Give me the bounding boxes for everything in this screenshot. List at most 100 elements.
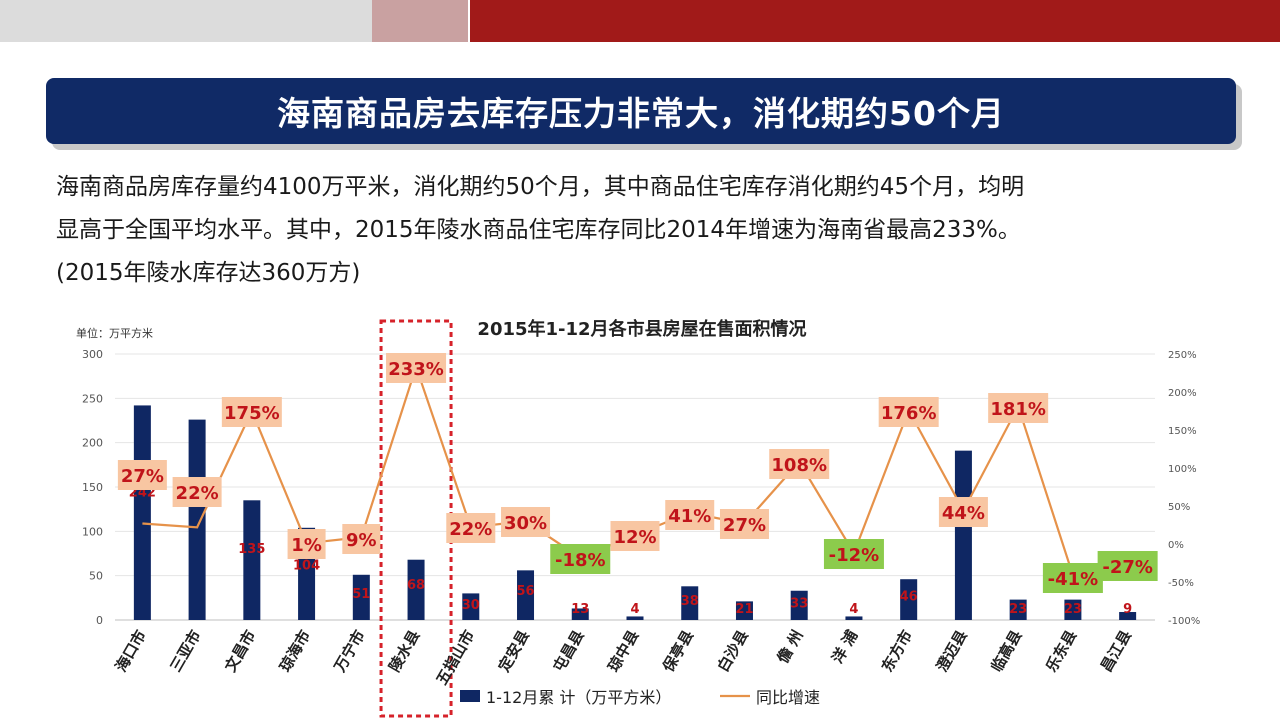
- top-bar-red: [470, 0, 1280, 42]
- bar: [133, 405, 151, 620]
- growth-value-label: 30%: [504, 513, 547, 534]
- bar: [352, 574, 370, 620]
- bar-value-label: 4: [849, 602, 858, 617]
- growth-value-label: 27%: [723, 515, 766, 536]
- growth-value-label: -41%: [1048, 569, 1099, 590]
- growth-label-box: [117, 460, 167, 490]
- growth-label-box: [823, 539, 884, 569]
- growth-label-box: [221, 397, 282, 427]
- growth-label-box: [446, 513, 496, 543]
- left-tick-label: 150: [82, 481, 103, 494]
- summary-paragraph: 海南商品房库存量约4100万平米，消化期约50个月，其中商品住宅库存消化期约45…: [56, 166, 1236, 295]
- paragraph-line-1: 海南商品房库存量约4100万平米，消化期约50个月，其中商品住宅库存消化期约45…: [56, 174, 1025, 200]
- growth-value-label: -12%: [829, 545, 880, 566]
- legend: 1-12月累 计（万平方米） 同比增速: [460, 688, 820, 707]
- bar: [626, 616, 644, 620]
- legend-bar-swatch: [460, 690, 480, 702]
- left-tick-label: 250: [82, 392, 103, 405]
- growth-value-label: 233%: [388, 359, 444, 380]
- growth-value-label: 176%: [881, 403, 937, 424]
- growth-label-box: [386, 353, 447, 383]
- bar: [517, 570, 535, 620]
- right-axis-ticks: -100% -50% 0% 50% 100% 150% 200% 250%: [1168, 350, 1200, 627]
- growth-value-label: 27%: [121, 466, 164, 487]
- bar: [954, 450, 972, 620]
- bar: [845, 616, 863, 620]
- left-tick-label: 50: [89, 570, 103, 583]
- bar: [681, 586, 699, 620]
- bar-value-label: 23: [1064, 602, 1082, 617]
- paragraph-line-3: (2015年陵水库存达360万方): [56, 260, 361, 286]
- bar-value-label: 135: [238, 542, 265, 557]
- bar: [1064, 599, 1082, 620]
- unit-label: 单位：万平方米: [76, 326, 153, 340]
- growth-value-label: 22%: [176, 483, 219, 504]
- chart-title: 2015年1-12月各市县房屋在售面积情况: [477, 318, 806, 340]
- growth-value-label: 41%: [668, 506, 711, 527]
- right-tick-label: 200%: [1168, 388, 1197, 399]
- right-tick-label: 150%: [1168, 426, 1197, 437]
- growth-label-box: [769, 449, 830, 479]
- bar: [735, 601, 753, 620]
- bar-value-label: 9: [1123, 602, 1132, 617]
- legend-bar-label: 1-12月累 计（万平方米）: [486, 688, 671, 707]
- growth-label-box: [988, 393, 1049, 423]
- bar: [571, 608, 589, 620]
- growth-value-label: 9%: [346, 530, 377, 551]
- bar: [1119, 612, 1137, 620]
- growth-label-box: [1097, 551, 1158, 581]
- right-tick-label: 100%: [1168, 464, 1197, 475]
- bar-value-label: 46: [900, 590, 918, 605]
- bar-value-label: 13: [571, 602, 589, 617]
- lingshui-highlight-box: [379, 319, 453, 718]
- growth-value-label: 175%: [224, 403, 280, 424]
- bar-value-label: 56: [516, 584, 534, 599]
- bar-value-label: 38: [681, 594, 699, 609]
- left-tick-label: 100: [82, 525, 103, 538]
- growth-label-box: [172, 477, 222, 507]
- legend-line-label: 同比增速: [756, 688, 820, 707]
- growth-label-box: [342, 524, 381, 554]
- growth-value-label: 181%: [990, 399, 1046, 420]
- bar-value-label: 21: [735, 602, 753, 617]
- bar: [243, 500, 261, 620]
- bar-value-label: 104: [293, 559, 320, 574]
- bar-series: [133, 405, 1137, 620]
- bar: [790, 590, 808, 620]
- top-bar-pink: [372, 0, 468, 42]
- growth-label-box: [719, 509, 769, 539]
- growth-value-label: -27%: [1102, 557, 1153, 578]
- growth-value-label: 108%: [771, 455, 827, 476]
- bar-value-label: 30: [462, 598, 480, 613]
- growth-value-label: 22%: [449, 519, 492, 540]
- bar-value-label: 23: [1009, 602, 1027, 617]
- growth-value-label: 12%: [613, 527, 656, 548]
- bar-value-label: 33: [790, 596, 808, 611]
- growth-label-box: [550, 544, 611, 574]
- growth-label-box: [878, 397, 939, 427]
- right-tick-label: -100%: [1168, 616, 1200, 627]
- left-tick-label: 200: [82, 437, 103, 450]
- left-tick-label: 300: [82, 348, 103, 361]
- growth-label-box: [610, 521, 660, 551]
- growth-label-box: [938, 497, 988, 527]
- top-bar-gray: [0, 0, 372, 42]
- bar: [900, 579, 918, 620]
- right-tick-label: 250%: [1168, 350, 1197, 361]
- growth-label-box: [1042, 563, 1103, 593]
- growth-label-box: [501, 507, 551, 537]
- right-tick-label: 0%: [1168, 540, 1184, 551]
- growth-value-label: 1%: [291, 535, 322, 556]
- bar: [407, 559, 425, 620]
- growth-label-box: [287, 529, 326, 559]
- bar: [1009, 599, 1027, 620]
- slide-title: 海南商品房去库存压力非常大，消化期约50个月: [277, 94, 1005, 133]
- growth-value-label: -18%: [555, 550, 606, 571]
- left-tick-label: 0: [96, 614, 103, 627]
- bar-value-label: 68: [407, 578, 425, 593]
- left-axis-ticks: 0 50 100 150 200 250 300: [82, 348, 103, 627]
- bar-value-label: 51: [352, 587, 370, 602]
- growth-value-label: 44%: [942, 503, 985, 524]
- title-banner: 海南商品房去库存压力非常大，消化期约50个月: [46, 78, 1236, 144]
